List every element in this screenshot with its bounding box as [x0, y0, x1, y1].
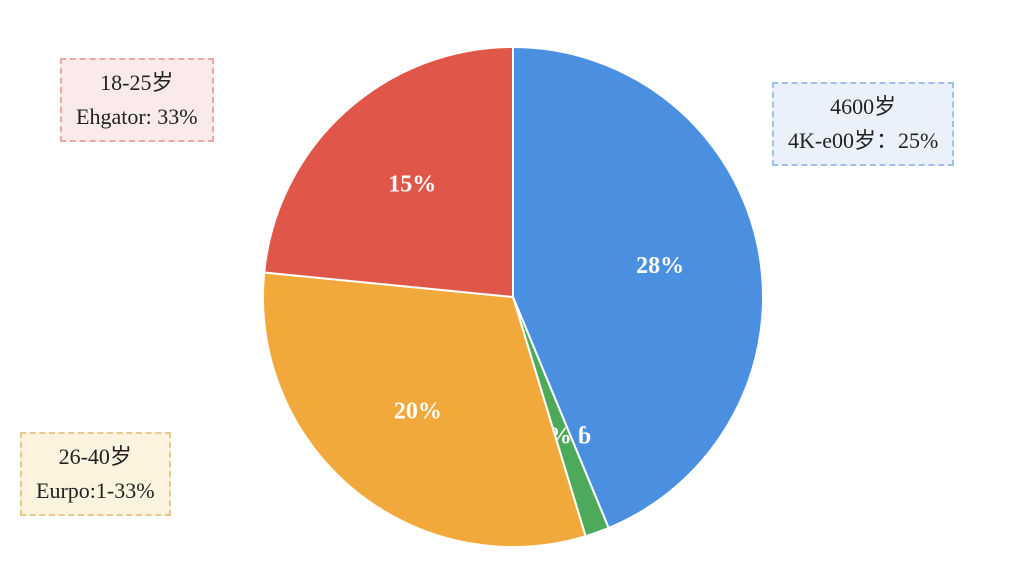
annotation-title: 18-25岁 [100, 70, 174, 95]
data-label: 28% [636, 253, 684, 279]
data-label: 20% [394, 398, 442, 424]
annotation: 26-40岁 Eurpo:1-33% [20, 432, 171, 516]
annotation-title: 26-40岁 [58, 444, 132, 469]
annotation-text: Eurpo:1-33% [36, 478, 155, 503]
annotation: 18-25岁 Ehgator: 33% [60, 58, 214, 142]
annotation-title: 4600岁 [830, 94, 897, 119]
pie-slice [263, 45, 514, 299]
pie-slice [512, 45, 764, 530]
pie-slice [262, 271, 587, 548]
annotation: 4600岁 4K-e00岁：25% [772, 82, 955, 166]
annotation-text: 4K-e00岁：25% [788, 128, 939, 153]
annotation-text: Ehgator: 33% [76, 104, 198, 129]
data-label: 15% [388, 171, 436, 197]
